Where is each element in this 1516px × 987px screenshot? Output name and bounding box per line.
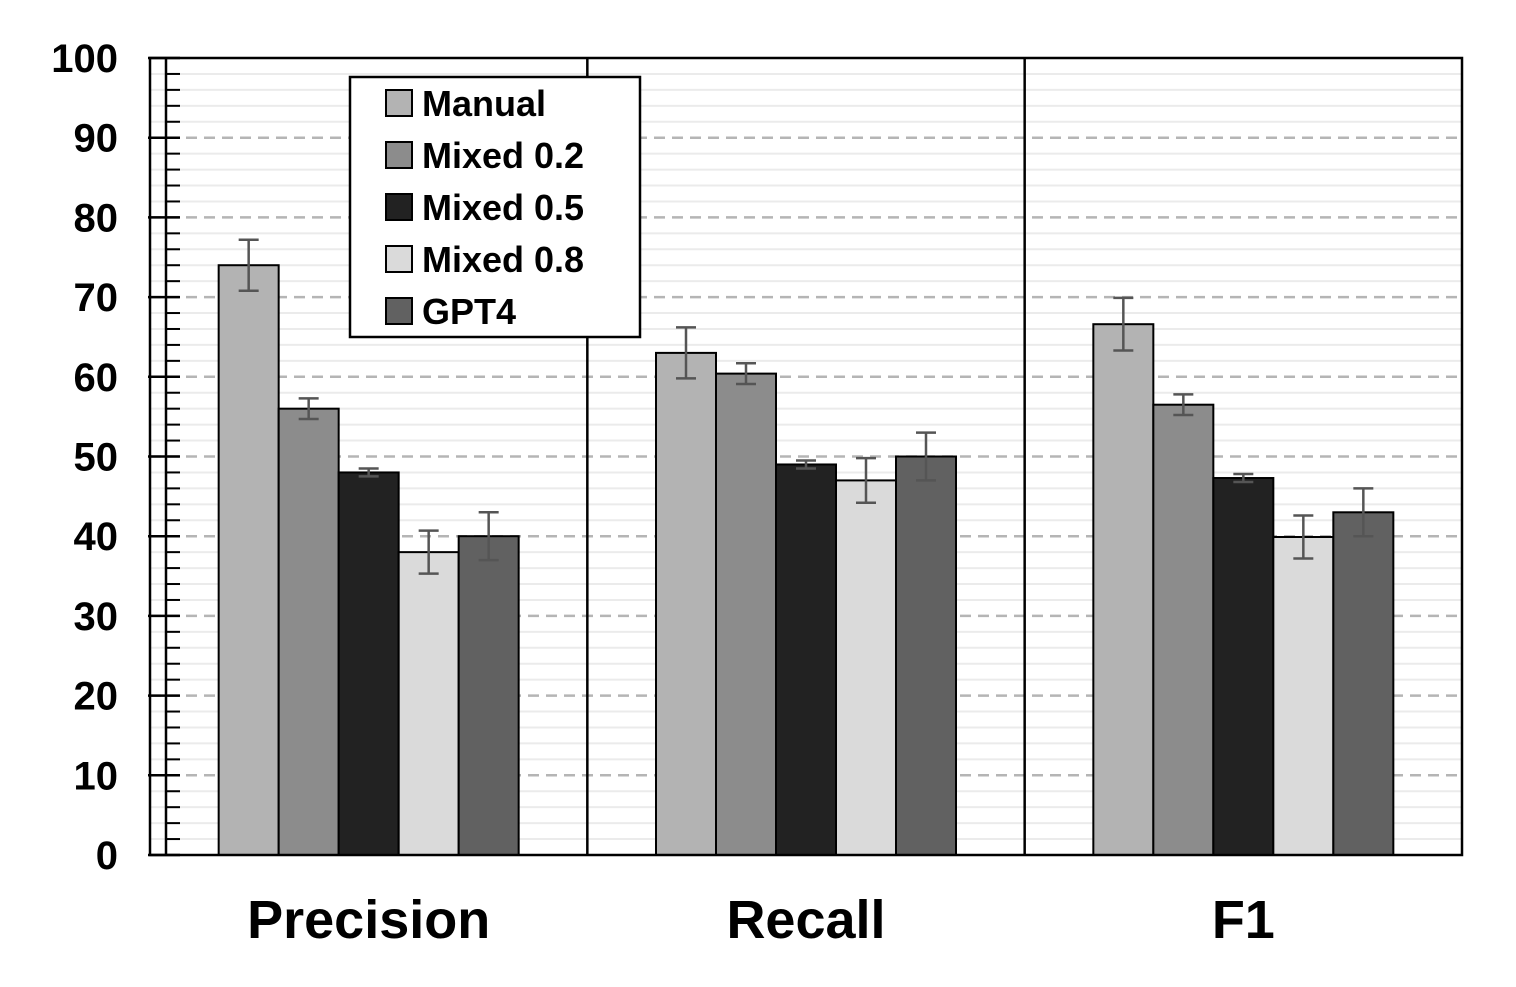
y-tick-label: 20 — [74, 675, 119, 719]
y-tick-label: 100 — [51, 37, 118, 81]
legend-label-mixed-0-8: Mixed 0.8 — [422, 239, 584, 280]
legend-label-mixed-0-2: Mixed 0.2 — [422, 135, 584, 176]
y-tick-label: 60 — [74, 356, 119, 400]
legend-label-gpt4: GPT4 — [422, 291, 516, 332]
y-tick-label: 80 — [74, 196, 119, 240]
bar-manual-f1 — [1092, 323, 1155, 856]
legend-swatch-gpt4 — [385, 297, 413, 325]
y-tick-label: 50 — [74, 436, 119, 480]
y-tick-label: 30 — [74, 595, 119, 639]
bar-manual-recall — [655, 351, 717, 856]
legend-label-mixed-0-5: Mixed 0.5 — [422, 187, 584, 228]
legend-swatch-mixed-0-8 — [385, 245, 413, 273]
bar-mixed-0-8-f1 — [1272, 535, 1335, 856]
y-tick-label: 70 — [74, 276, 119, 320]
y-tick-label: 10 — [74, 754, 119, 798]
bar-mixed-0-5-f1 — [1212, 477, 1275, 856]
legend: Manual Mixed 0.2 Mixed 0.5 Mixed 0.8 GPT4 — [348, 75, 642, 339]
bar-gpt4-f1 — [1332, 511, 1395, 856]
y-tick-labels: 0 10 20 30 40 50 60 70 80 90 100 — [51, 37, 118, 878]
legend-box — [348, 75, 642, 339]
bar-gpt4-precision — [457, 535, 520, 856]
bar-gpt4-recall — [895, 455, 957, 856]
category-label-f1: F1 — [1212, 890, 1275, 950]
category-labels: Precision Recall F1 — [247, 890, 1275, 950]
bars — [217, 238, 1395, 857]
category-label-recall: Recall — [726, 890, 885, 950]
y-tick-label: 40 — [74, 515, 119, 559]
legend-label-manual: Manual — [422, 83, 546, 124]
bar-manual-precision — [217, 264, 280, 857]
bar-mixed-0-2-recall — [715, 372, 777, 856]
bar-mixed-0-5-precision — [337, 471, 400, 856]
category-label-precision: Precision — [247, 890, 490, 950]
bar-mixed-0-8-recall — [835, 479, 897, 856]
y-tick-label: 90 — [74, 117, 119, 161]
bar-mixed-0-5-recall — [775, 463, 837, 856]
legend-swatch-manual — [385, 89, 413, 117]
bar-mixed-0-8-precision — [397, 551, 460, 856]
y-tick-label: 0 — [96, 834, 118, 878]
bar-mixed-0-2-precision — [277, 407, 340, 856]
legend-swatch-mixed-0-5 — [385, 193, 413, 221]
legend-swatch-mixed-0-2 — [385, 141, 413, 169]
bar-mixed-0-2-f1 — [1152, 403, 1215, 856]
